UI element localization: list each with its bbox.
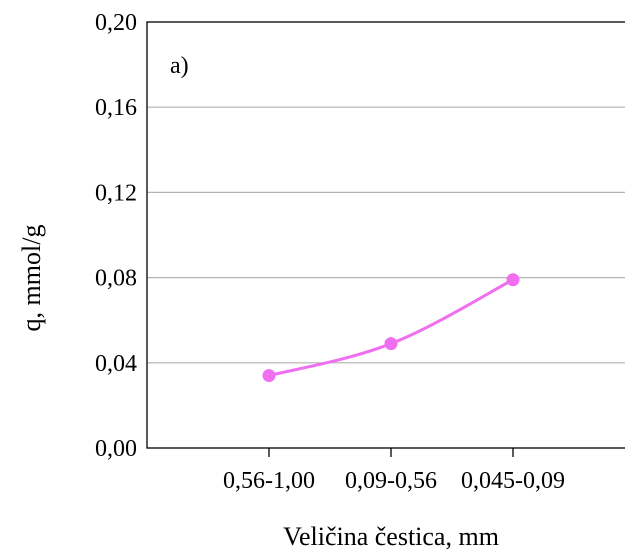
- x-tick-label: 0,045-0,09: [461, 468, 565, 494]
- x-axis-title: Veličina čestica, mm: [283, 522, 499, 551]
- y-axis-title: q, mmol/g: [17, 225, 46, 332]
- panel-label: a): [170, 53, 189, 79]
- x-tick-label: 0,09-0,56: [345, 468, 437, 494]
- data-point: [384, 337, 398, 351]
- y-tick-labels: 0,00 0,04 0,08 0,12 0,16 0,20: [95, 10, 137, 462]
- y-tick-label: 0,20: [95, 10, 137, 36]
- y-tick-label: 0,12: [95, 180, 137, 206]
- y-tick-label: 0,16: [95, 95, 137, 121]
- y-tick-label: 0,04: [95, 351, 137, 377]
- y-tick-label: 0,00: [95, 436, 137, 462]
- data-points: [262, 273, 520, 383]
- data-point: [262, 369, 276, 383]
- x-ticks: [268, 448, 514, 457]
- data-point: [506, 273, 520, 287]
- gridlines: [147, 106, 625, 364]
- x-tick-label: 0,56-1,00: [223, 468, 315, 494]
- y-tick-label: 0,08: [95, 266, 137, 292]
- series-line: [268, 278, 514, 378]
- x-tick-labels: 0,56-1,00 0,09-0,56 0,045-0,09: [223, 468, 565, 494]
- plot-frame: [146, 21, 625, 449]
